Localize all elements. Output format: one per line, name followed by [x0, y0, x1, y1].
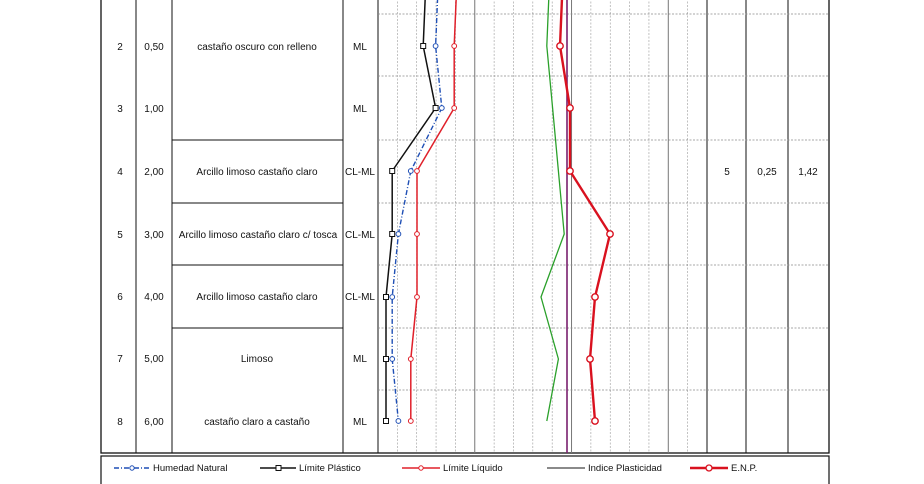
sample-number: 7 — [117, 354, 123, 365]
data-point — [591, 293, 599, 301]
legend-label: Humedad Natural — [153, 463, 227, 474]
row-6: 6 4,00 Arcillo limoso castaño claro CL-M… — [117, 292, 375, 303]
legend-marker — [275, 465, 282, 471]
series-line — [540, 0, 565, 422]
series-line — [558, 0, 612, 422]
data-point — [451, 43, 458, 49]
soil-description: Limoso — [241, 354, 274, 365]
cohesion-value: 0,25 — [757, 167, 777, 178]
data-point — [389, 231, 396, 237]
legend-label: E.N.P. — [731, 463, 757, 474]
data-point — [383, 418, 389, 424]
sample-depth: 6,00 — [144, 417, 164, 428]
data-point — [407, 356, 414, 362]
sample-number: 4 — [117, 167, 123, 178]
soil-description: Arcillo limoso castaño claro — [196, 167, 318, 178]
soil-class: ML — [353, 354, 367, 365]
sample-depth: 1,00 — [144, 104, 164, 115]
sample-depth: 0,50 — [144, 42, 164, 53]
series-line — [385, 0, 437, 421]
legend-plasticidad: Indice Plasticidad — [547, 463, 662, 474]
data-point — [438, 105, 445, 111]
data-point — [383, 356, 389, 362]
data-point — [407, 418, 414, 424]
data-point — [414, 294, 420, 300]
sample-depth: 5,00 — [144, 354, 164, 365]
soil-class: CL-ML — [345, 292, 375, 303]
series-e-n-p- — [556, 0, 614, 425]
legend-label: Límite Plástico — [299, 463, 361, 474]
soil-class: ML — [353, 42, 367, 53]
legend-marker — [129, 465, 135, 471]
sample-depth: 4,00 — [144, 292, 164, 303]
legend-enp: E.N.P. — [690, 463, 757, 474]
data-point — [389, 294, 396, 300]
legend: Humedad Natural Límite Plástico Límite L… — [114, 463, 757, 474]
data-point — [414, 168, 420, 174]
soil-class: CL-ML — [345, 167, 375, 178]
data-point — [451, 105, 458, 111]
density-value: 1,42 — [798, 167, 818, 178]
table-frame — [100, 0, 830, 454]
series-line — [410, 0, 457, 421]
data-point — [432, 43, 439, 49]
data-point — [586, 355, 594, 363]
row-3: 3 1,00 ML — [117, 104, 367, 115]
sample-number: 2 — [117, 42, 123, 53]
legend-humedad: Humedad Natural — [114, 463, 227, 474]
data-point — [407, 168, 414, 174]
soil-class: ML — [353, 104, 367, 115]
sample-number: 5 — [117, 230, 123, 241]
legend-marker — [705, 464, 713, 472]
sample-number: 3 — [117, 104, 123, 115]
data-point — [395, 231, 402, 237]
chart-grid — [378, 0, 828, 453]
row-2: 2 0,50 castaño oscuro con relleno ML — [117, 42, 367, 53]
row-8: 8 6,00 castaño claro a castaño ML — [117, 417, 367, 428]
data-point — [606, 230, 614, 238]
sample-depth: 3,00 — [144, 230, 164, 241]
data-point — [566, 167, 574, 175]
data-point — [556, 42, 564, 50]
soil-class: CL-ML — [345, 230, 375, 241]
soil-description: Arcillo limoso castaño claro c/ tosca — [179, 230, 338, 241]
sample-number: 8 — [117, 417, 123, 428]
series-l-mite-pl-stico — [383, 0, 439, 424]
data-point — [383, 294, 389, 300]
legend-marker — [418, 465, 424, 471]
legend-label: Límite Líquido — [443, 463, 503, 474]
data-point — [395, 418, 402, 424]
row-4: 4 2,00 Arcillo limoso castaño claro CL-M… — [117, 167, 818, 178]
legend-label: Indice Plasticidad — [588, 463, 662, 474]
series-indice-plasticidad — [540, 0, 565, 422]
spt-value: 5 — [724, 167, 730, 178]
soil-description: Arcillo limoso castaño claro — [196, 292, 318, 303]
row-5: 5 3,00 Arcillo limoso castaño claro c/ t… — [117, 230, 375, 241]
data-point — [420, 43, 427, 49]
sample-number: 6 — [117, 292, 123, 303]
sample-depth: 2,00 — [144, 167, 164, 178]
soil-class: ML — [353, 417, 367, 428]
series-humedad-natural — [389, 0, 445, 424]
row-7: 7 5,00 Limoso ML — [117, 354, 367, 365]
data-point — [389, 356, 396, 362]
data-point — [389, 168, 396, 174]
data-point — [591, 417, 599, 425]
series-line — [391, 0, 443, 422]
soil-description: castaño oscuro con relleno — [197, 42, 317, 53]
series-l-mite-l-quido — [407, 0, 458, 424]
legend-liquido: Límite Líquido — [402, 463, 503, 474]
soil-description: castaño claro a castaño — [204, 417, 310, 428]
legend-box — [100, 455, 830, 484]
legend-plastico: Límite Plástico — [260, 463, 361, 474]
data-point — [566, 104, 574, 112]
data-point — [432, 105, 439, 111]
data-point — [414, 231, 420, 237]
chart-series — [383, 0, 614, 425]
